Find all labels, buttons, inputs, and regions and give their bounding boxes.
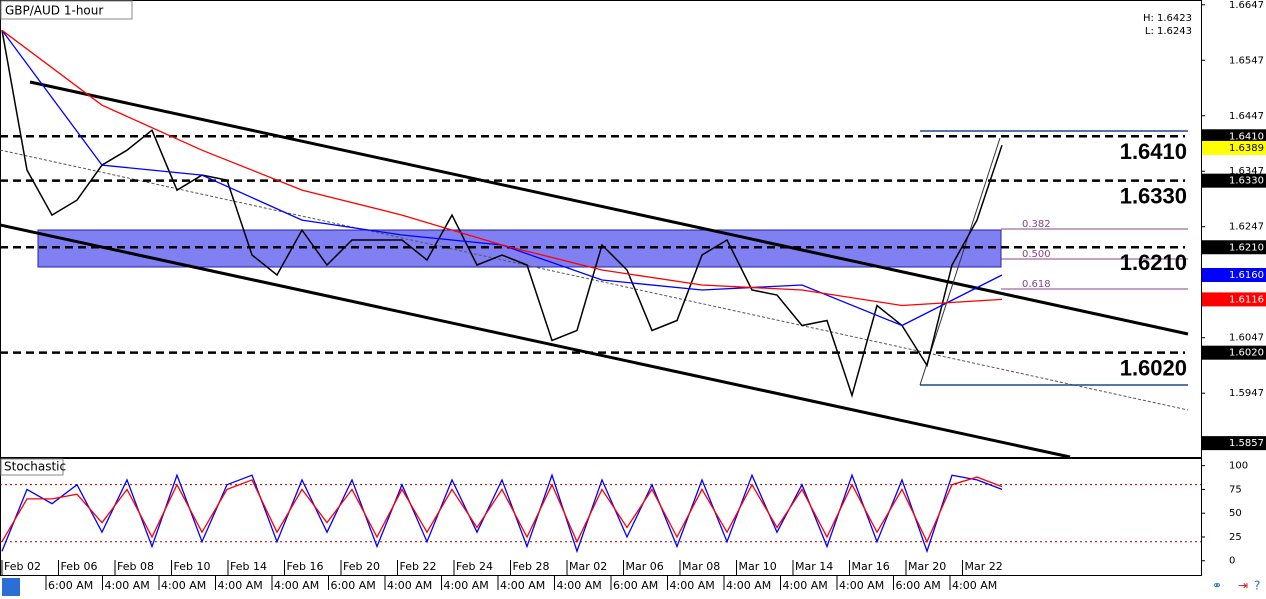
price-box bbox=[1202, 140, 1266, 155]
x-tick-label: Feb 10 bbox=[174, 560, 211, 573]
x-tick-label: Mar 08 bbox=[682, 560, 720, 573]
level-label: 1.6020 bbox=[1120, 355, 1187, 380]
x-tick-label: 4:00 AM bbox=[557, 579, 602, 592]
x-tick-label: Feb 02 bbox=[4, 560, 41, 573]
x-tick-label: 4:00 AM bbox=[500, 579, 545, 592]
fib-label: 0.382 bbox=[1022, 219, 1051, 230]
x-tick-label: Mar 10 bbox=[739, 560, 777, 573]
midline bbox=[0, 149, 1189, 411]
fib-label: 0.618 bbox=[1022, 279, 1051, 290]
price-box bbox=[1202, 436, 1266, 451]
x-tick-label: 4:00 AM bbox=[726, 579, 771, 592]
y-tick-label: 100 bbox=[1229, 461, 1248, 472]
level-label: 1.6330 bbox=[1120, 183, 1187, 208]
title-box bbox=[0, 0, 133, 20]
channel-bottom bbox=[0, 223, 1071, 459]
y-tick-label: 1.6347 bbox=[1229, 166, 1264, 177]
x-tick-label: 4:00 AM bbox=[839, 579, 884, 592]
x-tick-label: Mar 06 bbox=[626, 560, 664, 573]
annotation: L: 1.6243 bbox=[1145, 26, 1192, 37]
price-label: 1.6160 bbox=[1229, 270, 1264, 281]
price-label: 1.6330 bbox=[1229, 176, 1264, 187]
help-icon[interactable]: ? bbox=[1254, 579, 1260, 593]
x-tick-label: 4:00 AM bbox=[670, 579, 715, 592]
fib-trend bbox=[919, 137, 1001, 386]
x-tick-label: 4:00 AM bbox=[444, 579, 489, 592]
x-tick-label: Feb 20 bbox=[343, 560, 380, 573]
x-tick-label: Mar 14 bbox=[795, 560, 833, 573]
y-tick-label: 1.6047 bbox=[1229, 333, 1264, 344]
x-tick-label: 6:00 AM bbox=[613, 579, 658, 592]
x-tick-label: 4:00 AM bbox=[218, 579, 263, 592]
series-line bbox=[1, 30, 1003, 398]
price-box bbox=[1202, 173, 1266, 188]
stochastic-panel bbox=[0, 458, 1202, 576]
y-tick-label: 1.6247 bbox=[1229, 222, 1264, 233]
x-tick-label: Feb 28 bbox=[513, 560, 550, 573]
x-tick-label: 4:00 AM bbox=[161, 579, 206, 592]
price-label: 1.6210 bbox=[1229, 242, 1264, 253]
price-box bbox=[1202, 129, 1266, 144]
price-label: 1.6116 bbox=[1229, 294, 1264, 305]
annotation: H: 1.6423 bbox=[1143, 13, 1192, 24]
price-box bbox=[1202, 268, 1266, 282]
x-tick-label: 4:00 AM bbox=[783, 579, 828, 592]
x-tick-label: Feb 22 bbox=[400, 560, 437, 573]
x-tick-label: 6:00 AM bbox=[331, 579, 376, 592]
x-tick-label: 6:00 AM bbox=[896, 579, 941, 592]
menu-icon[interactable] bbox=[2, 578, 20, 596]
x-tick-label: Feb 08 bbox=[117, 560, 154, 573]
fib-label: 0.500 bbox=[1022, 249, 1051, 260]
x-tick-label: 4:00 AM bbox=[387, 579, 432, 592]
series-line bbox=[1, 473, 1003, 554]
price-label: 1.5857 bbox=[1229, 438, 1264, 449]
y-tick-label: 50 bbox=[1229, 508, 1242, 519]
price-box bbox=[1202, 292, 1266, 307]
y-tick-label: 1.6547 bbox=[1229, 55, 1264, 66]
x-tick-label: Feb 24 bbox=[456, 560, 493, 573]
series-line bbox=[1, 476, 1003, 544]
y-tick-label: 1.6447 bbox=[1229, 111, 1264, 122]
x-tick-label: 4:00 AM bbox=[274, 579, 319, 592]
scroll-icon[interactable]: ⇥ bbox=[1238, 579, 1248, 593]
x-tick-label: Feb 14 bbox=[230, 560, 267, 573]
x-tick-label: Feb 06 bbox=[61, 560, 98, 573]
chart-title: GBP/AUD 1-hour bbox=[5, 4, 103, 18]
y-tick-label: 25 bbox=[1229, 532, 1242, 543]
y-tick-label: 0 bbox=[1229, 556, 1235, 567]
price-label: 1.6410 bbox=[1229, 131, 1264, 142]
x-tick-label: Feb 16 bbox=[287, 560, 324, 573]
main-panel bbox=[0, 0, 1202, 458]
price-box bbox=[1202, 345, 1266, 360]
channel-top bbox=[29, 80, 1189, 336]
price-label: 1.6020 bbox=[1229, 348, 1264, 359]
y-tick-label: 1.6647 bbox=[1229, 0, 1264, 11]
level-label: 1.6410 bbox=[1120, 139, 1187, 164]
x-tick-label: Mar 22 bbox=[965, 560, 1003, 573]
y-tick-label: 1.5947 bbox=[1229, 388, 1264, 399]
x-tick-label: Mar 02 bbox=[569, 560, 607, 573]
x-tick-label: Mar 20 bbox=[908, 560, 946, 573]
price-label: 1.6389 bbox=[1229, 143, 1264, 154]
y-tick-label: 75 bbox=[1229, 484, 1242, 495]
price-box bbox=[1202, 240, 1266, 255]
x-tick-label: Mar 16 bbox=[852, 560, 890, 573]
x-tick-label: 4:00 AM bbox=[105, 579, 150, 592]
series-line bbox=[1, 29, 1003, 307]
x-tick-label: 4:00 AM bbox=[952, 579, 997, 592]
stochastic-title: Stochastic bbox=[4, 460, 66, 474]
x-tick-label: 6:00 AM bbox=[48, 579, 93, 592]
level-label: 1.6210 bbox=[1120, 250, 1187, 275]
link-icon[interactable]: ⚭ bbox=[1212, 579, 1222, 593]
title-box bbox=[0, 458, 64, 476]
